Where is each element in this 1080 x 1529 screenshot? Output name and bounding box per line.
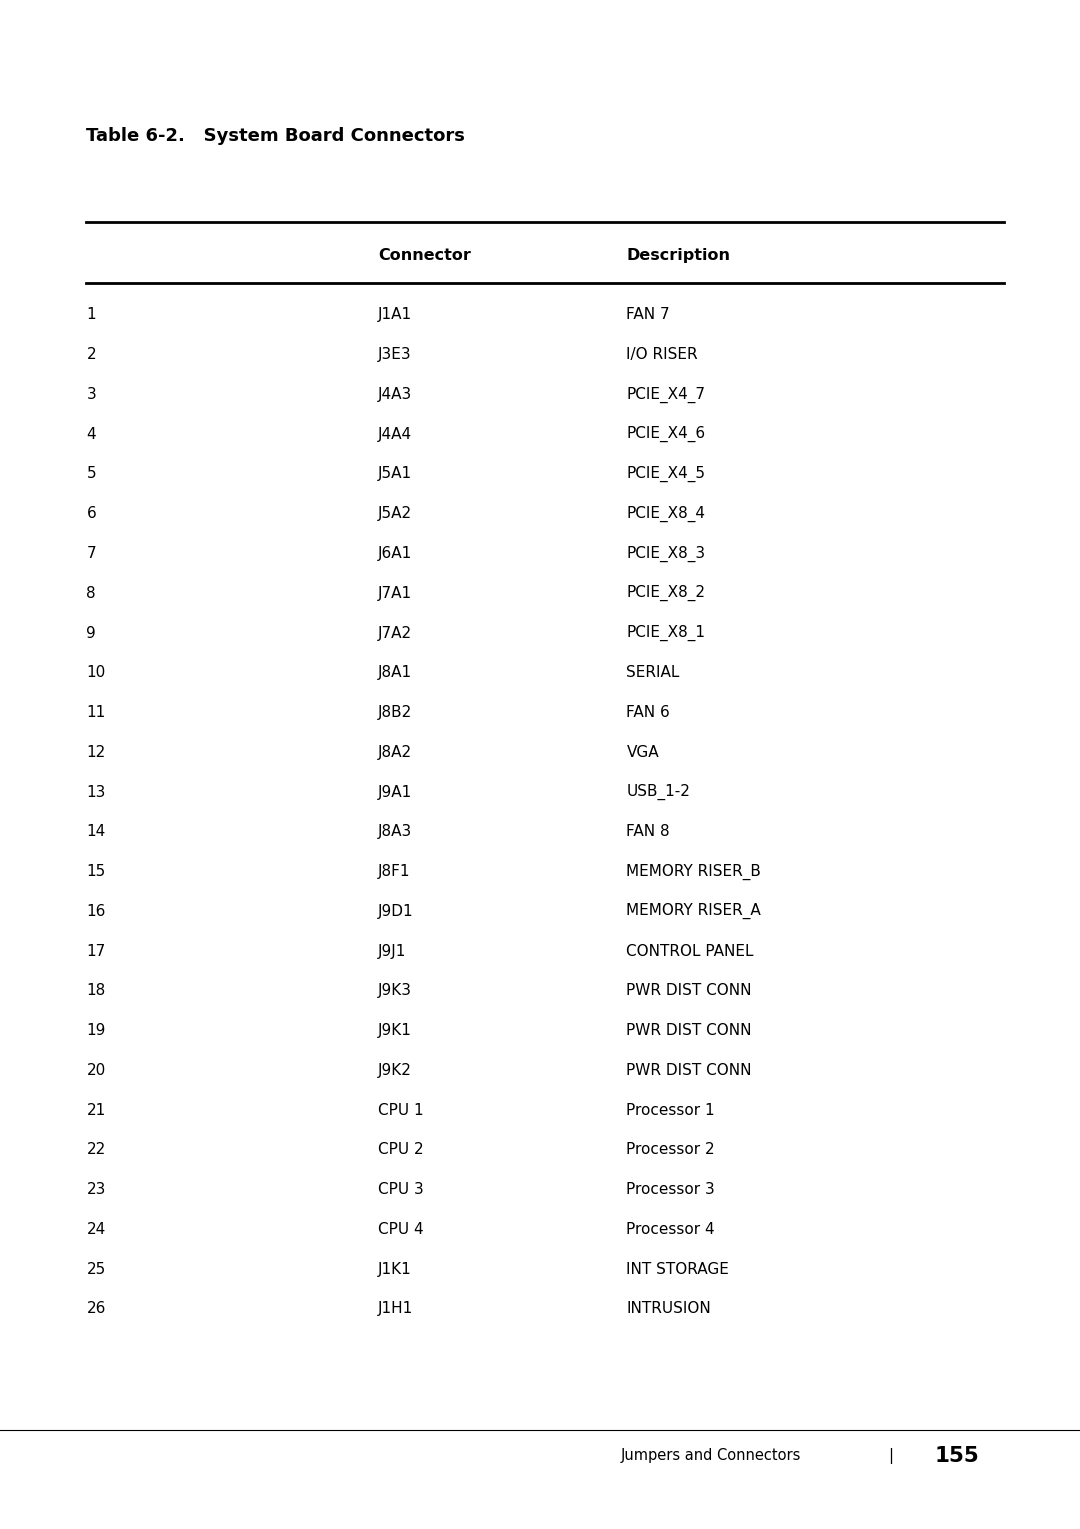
Text: J8A3: J8A3 <box>378 824 413 839</box>
Text: J1A1: J1A1 <box>378 307 413 323</box>
Text: 22: 22 <box>86 1142 106 1157</box>
Text: I/O RISER: I/O RISER <box>626 347 698 362</box>
Text: 21: 21 <box>86 1102 106 1118</box>
Text: Processor 2: Processor 2 <box>626 1142 715 1157</box>
Text: J5A2: J5A2 <box>378 506 413 521</box>
Text: 7: 7 <box>86 546 96 561</box>
Text: J7A2: J7A2 <box>378 625 413 641</box>
Text: J4A4: J4A4 <box>378 427 413 442</box>
Text: 26: 26 <box>86 1301 106 1316</box>
Text: 24: 24 <box>86 1222 106 1237</box>
Text: CPU 1: CPU 1 <box>378 1102 423 1118</box>
Text: 13: 13 <box>86 784 106 800</box>
Text: PCIE_X4_5: PCIE_X4_5 <box>626 466 705 482</box>
Text: FAN 8: FAN 8 <box>626 824 670 839</box>
Text: 3: 3 <box>86 387 96 402</box>
Text: J1K1: J1K1 <box>378 1261 411 1277</box>
Text: 14: 14 <box>86 824 106 839</box>
Text: PCIE_X8_4: PCIE_X8_4 <box>626 506 705 521</box>
Text: 25: 25 <box>86 1261 106 1277</box>
Text: J4A3: J4A3 <box>378 387 413 402</box>
Text: 15: 15 <box>86 864 106 879</box>
Text: Processor 4: Processor 4 <box>626 1222 715 1237</box>
Text: 6: 6 <box>86 506 96 521</box>
Text: FAN 6: FAN 6 <box>626 705 671 720</box>
Text: Jumpers and Connectors: Jumpers and Connectors <box>621 1448 801 1463</box>
Text: J1H1: J1H1 <box>378 1301 414 1316</box>
Text: 19: 19 <box>86 1023 106 1038</box>
Text: J9K1: J9K1 <box>378 1023 411 1038</box>
Text: 16: 16 <box>86 904 106 919</box>
Text: J7A1: J7A1 <box>378 586 413 601</box>
Text: Table 6-2.   System Board Connectors: Table 6-2. System Board Connectors <box>86 127 465 145</box>
Text: J6A1: J6A1 <box>378 546 413 561</box>
Text: 9: 9 <box>86 625 96 641</box>
Text: J8B2: J8B2 <box>378 705 413 720</box>
Text: Connector: Connector <box>378 248 471 263</box>
Text: J8A2: J8A2 <box>378 745 413 760</box>
Text: 2: 2 <box>86 347 96 362</box>
Text: INT STORAGE: INT STORAGE <box>626 1261 729 1277</box>
Text: VGA: VGA <box>626 745 659 760</box>
Text: USB_1-2: USB_1-2 <box>626 784 690 800</box>
Text: PWR DIST CONN: PWR DIST CONN <box>626 983 752 998</box>
Text: 11: 11 <box>86 705 106 720</box>
Text: |: | <box>889 1448 893 1463</box>
Text: PCIE_X4_6: PCIE_X4_6 <box>626 427 705 442</box>
Text: 20: 20 <box>86 1063 106 1078</box>
Text: 12: 12 <box>86 745 106 760</box>
Text: Processor 3: Processor 3 <box>626 1182 715 1197</box>
Text: PCIE_X4_7: PCIE_X4_7 <box>626 387 705 402</box>
Text: 17: 17 <box>86 943 106 959</box>
Text: 8: 8 <box>86 586 96 601</box>
Text: Description: Description <box>626 248 730 263</box>
Text: PCIE_X8_2: PCIE_X8_2 <box>626 586 705 601</box>
Text: 5: 5 <box>86 466 96 482</box>
Text: CPU 2: CPU 2 <box>378 1142 423 1157</box>
Text: MEMORY RISER_A: MEMORY RISER_A <box>626 904 761 919</box>
Text: 4: 4 <box>86 427 96 442</box>
Text: J9K2: J9K2 <box>378 1063 411 1078</box>
Text: J9K3: J9K3 <box>378 983 411 998</box>
Text: 18: 18 <box>86 983 106 998</box>
Text: J5A1: J5A1 <box>378 466 413 482</box>
Text: J9A1: J9A1 <box>378 784 413 800</box>
Text: FAN 7: FAN 7 <box>626 307 670 323</box>
Text: PWR DIST CONN: PWR DIST CONN <box>626 1063 752 1078</box>
Text: CONTROL PANEL: CONTROL PANEL <box>626 943 754 959</box>
Text: 155: 155 <box>934 1445 978 1466</box>
Text: J9J1: J9J1 <box>378 943 406 959</box>
Text: J3E3: J3E3 <box>378 347 411 362</box>
Text: Processor 1: Processor 1 <box>626 1102 715 1118</box>
Text: PCIE_X8_1: PCIE_X8_1 <box>626 625 705 641</box>
Text: INTRUSION: INTRUSION <box>626 1301 711 1316</box>
Text: SERIAL: SERIAL <box>626 665 679 680</box>
Text: J8F1: J8F1 <box>378 864 410 879</box>
Text: 23: 23 <box>86 1182 106 1197</box>
Text: PCIE_X8_3: PCIE_X8_3 <box>626 546 705 561</box>
Text: MEMORY RISER_B: MEMORY RISER_B <box>626 864 761 879</box>
Text: CPU 3: CPU 3 <box>378 1182 423 1197</box>
Text: J9D1: J9D1 <box>378 904 414 919</box>
Text: CPU 4: CPU 4 <box>378 1222 423 1237</box>
Text: J8A1: J8A1 <box>378 665 413 680</box>
Text: 10: 10 <box>86 665 106 680</box>
Text: 1: 1 <box>86 307 96 323</box>
Text: PWR DIST CONN: PWR DIST CONN <box>626 1023 752 1038</box>
